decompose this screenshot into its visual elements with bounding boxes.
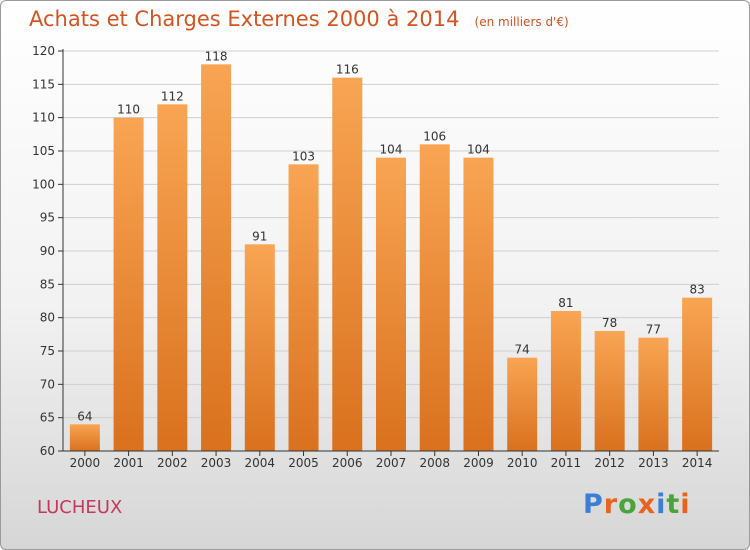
bar	[419, 144, 450, 452]
bar-value-label: 64	[77, 409, 92, 423]
logo-letter: r	[603, 489, 619, 520]
bar-value-label: 83	[689, 283, 704, 297]
x-tick-label: 2011	[551, 456, 582, 470]
logo-letter: o	[618, 489, 638, 520]
bar-value-label: 91	[252, 229, 267, 243]
x-tick-label: 2004	[245, 456, 276, 470]
bar	[332, 77, 363, 452]
logo-letter: x	[637, 489, 657, 520]
bar	[157, 104, 188, 451]
x-tick-label: 2002	[157, 456, 188, 470]
bar-value-label: 110	[117, 103, 140, 117]
bar-value-label: 112	[161, 89, 184, 103]
location-label: LUCHEUX	[37, 497, 123, 518]
logo-letter: t	[666, 489, 681, 520]
bar-value-label: 104	[467, 143, 490, 157]
bar-value-label: 104	[380, 143, 403, 157]
chart-title: Achats et Charges Externes 2000 à 2014	[29, 7, 460, 31]
bar	[69, 424, 100, 451]
bar	[594, 331, 625, 451]
bar-value-label: 81	[558, 296, 573, 310]
bar-value-label: 116	[336, 63, 359, 77]
bar	[507, 357, 538, 451]
y-tick-label: 80	[40, 311, 55, 325]
y-tick-label: 105	[32, 144, 55, 158]
x-tick-label: 2005	[288, 456, 319, 470]
bar	[463, 157, 494, 451]
x-tick-label: 2007	[376, 456, 407, 470]
bar-value-label: 103	[292, 149, 315, 163]
chart-unit: (en milliers d'€)	[474, 15, 569, 29]
x-tick-label: 2014	[682, 456, 713, 470]
y-tick-label: 95	[40, 211, 55, 225]
value-labels: 64 110 112 118 91 103 116 104 106 104 74 81 78 77 83	[77, 49, 705, 423]
bar-value-label: 78	[602, 316, 617, 330]
x-tick-label: 2006	[332, 456, 363, 470]
x-tick-label: 2003	[201, 456, 232, 470]
bar	[550, 311, 581, 451]
logo-letter: i	[680, 489, 691, 520]
title-block: Achats et Charges Externes 2000 à 2014 (…	[29, 7, 569, 31]
axes: 60 65 70 75 80 85 90 95 100 105 110 115 120 2000 2001 2…	[32, 44, 719, 470]
bar	[244, 244, 275, 451]
x-tick-label: 2010	[507, 456, 538, 470]
bar	[201, 64, 232, 452]
bars	[69, 64, 713, 452]
bar-value-label: 77	[646, 323, 661, 337]
bar	[288, 164, 319, 452]
y-tick-label: 115	[32, 77, 55, 91]
x-tick-label: 2001	[113, 456, 144, 470]
x-tick-label: 2013	[638, 456, 669, 470]
x-tick-label: 2000	[70, 456, 101, 470]
bar	[376, 157, 406, 451]
proxiti-logo: Proxiti	[583, 489, 691, 520]
y-tick-label: 110	[32, 111, 55, 125]
y-tick-label: 60	[40, 444, 55, 458]
bar	[638, 337, 669, 451]
y-tick-label: 70	[40, 377, 55, 391]
y-tick-label: 90	[40, 244, 55, 258]
logo-letter: P	[583, 489, 604, 520]
y-tick-label: 120	[32, 44, 55, 58]
x-tick-label: 2008	[419, 456, 450, 470]
x-tick-label: 2012	[594, 456, 625, 470]
bar-value-label: 74	[515, 343, 530, 357]
y-tick-label: 100	[32, 177, 55, 191]
bar	[682, 297, 713, 451]
y-tick-label: 65	[40, 411, 55, 425]
bar	[113, 117, 144, 452]
bar-value-label: 106	[423, 129, 446, 143]
y-tick-label: 85	[40, 277, 55, 291]
logo-letter: i	[656, 489, 667, 520]
bar-value-label: 118	[205, 49, 228, 63]
y-tick-label: 75	[40, 344, 55, 358]
x-tick-label: 2009	[463, 456, 494, 470]
